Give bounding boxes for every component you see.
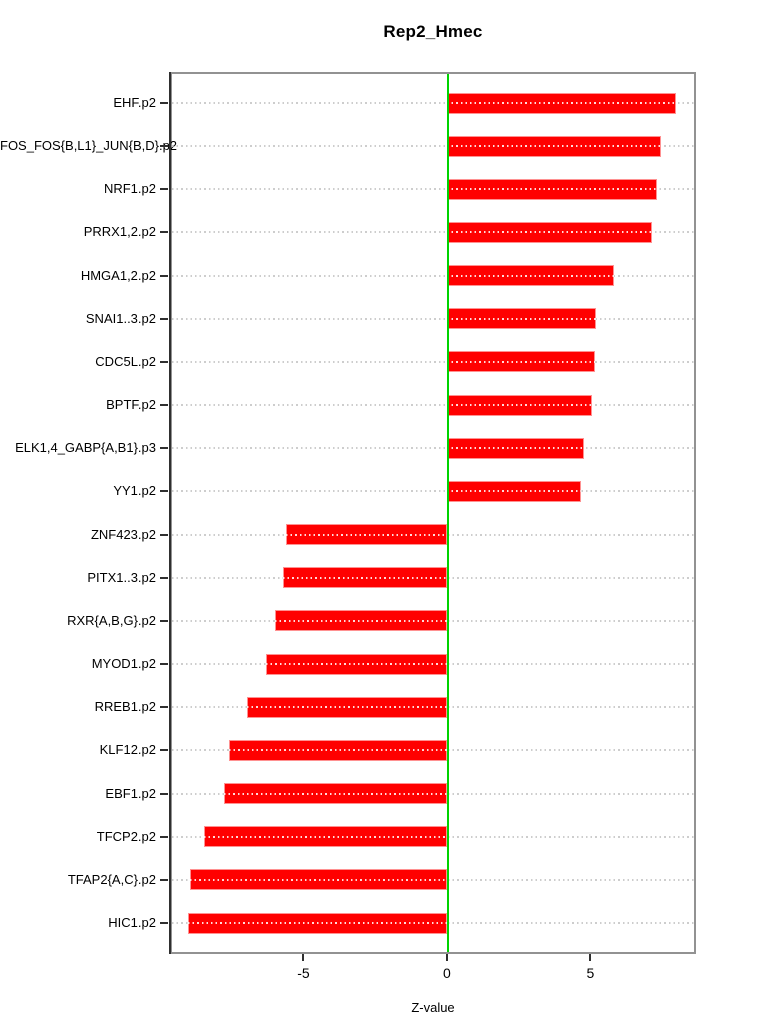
y-axis-label: SNAI1..3.p2 [85, 310, 156, 326]
x-axis-title: Z-value [411, 1000, 455, 1015]
bar-grid-dots [446, 274, 615, 277]
y-axis-label: RXR{A,B,G}.p2 [67, 612, 156, 628]
y-axis-label: BPTF.p2 [106, 397, 156, 413]
bar-grid-dots [229, 749, 447, 752]
y-tick [160, 835, 168, 838]
grid-line [172, 188, 694, 191]
y-axis-label: RREB1.p2 [94, 699, 156, 715]
y-axis-line [169, 72, 171, 954]
bar-grid-dots [285, 533, 447, 536]
bar-grid-dots [446, 102, 677, 104]
grid-line [172, 231, 694, 234]
y-axis-label: PITX1..3.p2 [87, 569, 156, 585]
y-tick [160, 706, 168, 709]
y-axis-label: PRRX1,2.p2 [83, 224, 156, 240]
bar-grid-dots [446, 317, 597, 320]
y-tick [160, 922, 168, 924]
y-axis-label: FOS_FOS{B,L1}_JUN{B,D}.p2 [0, 138, 178, 154]
y-tick [160, 792, 168, 795]
grid-line [172, 447, 694, 450]
y-axis-label: EBF1.p2 [105, 785, 156, 801]
y-tick [160, 274, 168, 277]
y-tick [160, 404, 168, 407]
y-tick [160, 447, 168, 450]
grid-line [172, 317, 694, 320]
x-tick [589, 954, 592, 961]
grid-line [172, 490, 694, 493]
x-tick-label: -5 [297, 965, 310, 981]
bar-grid-dots [446, 360, 596, 363]
y-tick [160, 663, 168, 666]
grid-line [172, 102, 694, 104]
y-tick [160, 576, 168, 579]
y-axis-label: TFCP2.p2 [96, 828, 156, 844]
y-axis-label: KLF12.p2 [99, 742, 156, 758]
bar-grid-dots [446, 231, 652, 234]
y-axis-label: MYOD1.p2 [91, 656, 156, 672]
bar-grid-dots [446, 145, 661, 148]
y-tick [160, 317, 168, 320]
y-tick [160, 102, 168, 104]
zero-line [446, 74, 449, 952]
y-tick [160, 533, 168, 536]
x-tick [302, 954, 305, 961]
y-axis-label: TFAP2{A,C}.p2 [67, 871, 156, 887]
grid-line [172, 145, 694, 148]
bar-grid-dots [446, 447, 584, 450]
y-tick [160, 145, 168, 148]
grid-line [172, 360, 694, 363]
chart-title: Rep2_Hmec [383, 22, 483, 41]
y-tick [160, 878, 168, 881]
y-tick [160, 231, 168, 234]
bar-grid-dots [190, 878, 447, 881]
bar-grid-dots [265, 663, 447, 666]
bar-grid-dots [223, 792, 447, 795]
y-tick [160, 619, 168, 622]
bar-grid-dots [446, 490, 581, 493]
y-axis-label: EHF.p2 [113, 95, 156, 110]
y-tick [160, 360, 168, 363]
y-axis-label: HMGA1,2.p2 [80, 267, 156, 283]
y-axis-label: YY1.p2 [113, 483, 156, 499]
plot-panel [170, 72, 696, 954]
x-tick-label: 5 [586, 965, 595, 981]
bar-grid-dots [446, 188, 658, 191]
bar-grid-dots [204, 835, 447, 838]
bar-grid-dots [283, 576, 447, 579]
bar-grid-dots [446, 404, 592, 407]
bar-grid-dots [188, 922, 447, 924]
y-axis-label: ZNF423.p2 [90, 526, 156, 542]
y-axis-label: ELK1,4_GABP{A,B1}.p3 [15, 440, 156, 456]
y-tick [160, 749, 168, 752]
bar-grid-dots [275, 619, 447, 622]
grid-line [172, 404, 694, 407]
y-tick [160, 188, 168, 191]
x-tick-label: 0 [443, 965, 451, 981]
y-axis-label: NRF1.p2 [103, 181, 156, 197]
y-axis-label: CDC5L.p2 [95, 353, 156, 369]
x-tick [445, 954, 448, 961]
grid-line [172, 274, 694, 277]
bar-grid-dots [247, 706, 447, 709]
y-axis-label: HIC1.p2 [108, 915, 156, 930]
y-tick [160, 490, 168, 493]
